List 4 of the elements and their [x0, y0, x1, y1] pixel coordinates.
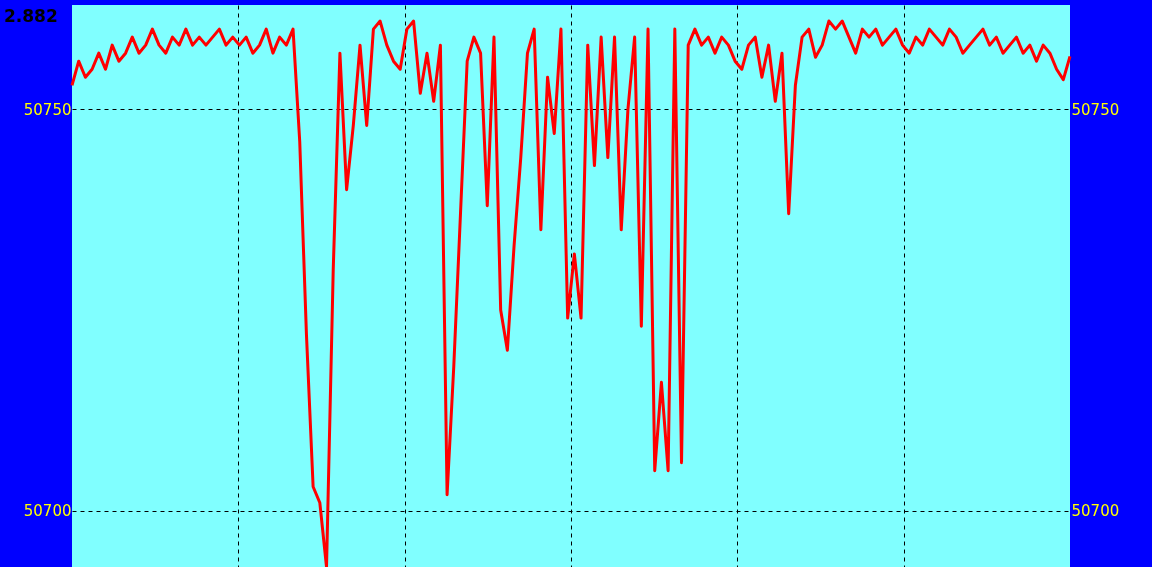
line-series [70, 19, 1072, 567]
text: 2.882 [4, 6, 58, 26]
y2-tick-label: 50700 [1071, 502, 1120, 521]
y2-tick-label: 50750 [1071, 100, 1120, 119]
